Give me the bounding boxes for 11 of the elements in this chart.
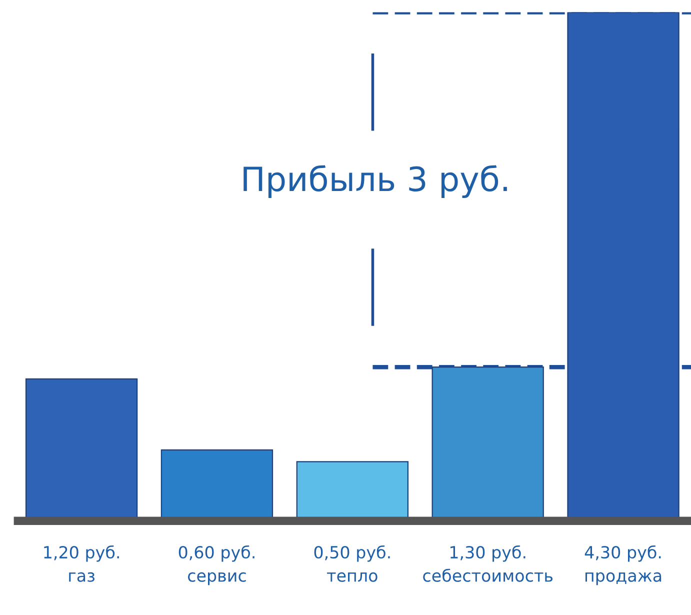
data-label: 1,20 руб. (44, 545, 119, 562)
data-label: 1,30 руб. (450, 545, 526, 562)
data-label: 0,50 руб. (314, 545, 390, 562)
data-label: 0,60 руб. (178, 545, 254, 562)
x-tick-label: сервис (188, 572, 246, 586)
x-tick-label: продажа (585, 572, 662, 586)
x-tick-label: тепло (327, 572, 378, 582)
x-tick-label: газ (69, 572, 94, 582)
x-tick-label: себестоимость (423, 568, 553, 582)
data-label: 4,30 руб. (584, 545, 661, 562)
annotation: Прибыль 3 руб. (244, 165, 507, 198)
